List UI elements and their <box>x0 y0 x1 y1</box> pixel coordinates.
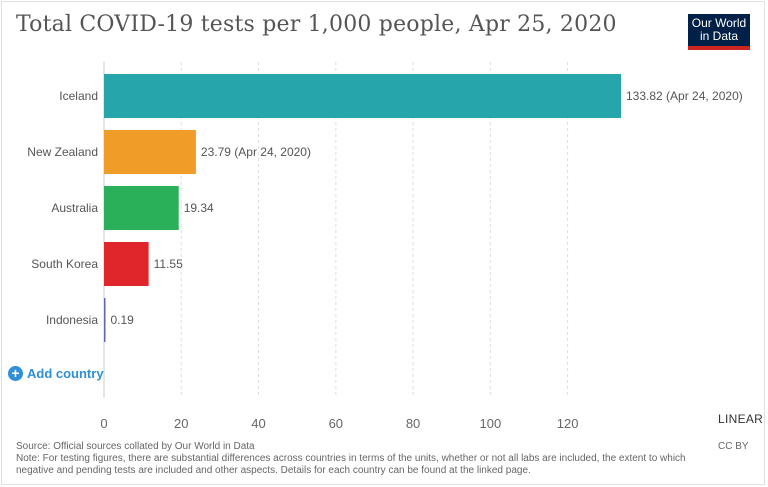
value-label: 23.79 (Apr 24, 2020) <box>201 145 311 159</box>
x-tick-label: 20 <box>174 416 188 431</box>
category-label: Australia <box>51 201 98 215</box>
bar-australia[interactable] <box>104 186 179 230</box>
x-tick-label: 80 <box>406 416 420 431</box>
category-label: Iceland <box>59 89 98 103</box>
x-tick-label: 0 <box>100 416 107 431</box>
value-label: 133.82 (Apr 24, 2020) <box>626 89 743 103</box>
value-label: 19.34 <box>184 201 214 215</box>
bar-indonesia[interactable] <box>104 298 106 342</box>
bar-new-zealand[interactable] <box>104 130 196 174</box>
add-country-label: Add country <box>27 366 104 381</box>
bar-south-korea[interactable] <box>104 242 149 286</box>
logo-line-2: in Data <box>699 29 739 43</box>
category-label: New Zealand <box>27 145 98 159</box>
license-link[interactable]: CC BY <box>718 441 749 452</box>
x-tick-label: 100 <box>479 416 501 431</box>
note-text: Note: For testing figures, there are sub… <box>16 453 686 476</box>
add-country-button[interactable]: + Add country <box>8 366 104 381</box>
x-tick-label: 60 <box>329 416 343 431</box>
logo-line-1: Our World <box>691 16 747 30</box>
plus-circle-icon: + <box>8 366 23 381</box>
x-tick-label: 120 <box>557 416 579 431</box>
x-tick-label: 40 <box>251 416 265 431</box>
owid-logo[interactable]: Our World in Data <box>688 14 750 50</box>
category-label: South Korea <box>31 257 98 271</box>
value-label: 0.19 <box>111 313 135 327</box>
scale-toggle[interactable]: LINEAR <box>718 412 764 426</box>
bar-iceland[interactable] <box>104 74 621 118</box>
logo-accent-bar <box>688 46 750 50</box>
chart-title: Total COVID-19 tests per 1,000 people, A… <box>16 12 617 37</box>
value-label: 11.55 <box>154 257 183 271</box>
source-text[interactable]: Source: Official sources collated by Our… <box>16 441 255 452</box>
category-label: Indonesia <box>46 313 98 327</box>
